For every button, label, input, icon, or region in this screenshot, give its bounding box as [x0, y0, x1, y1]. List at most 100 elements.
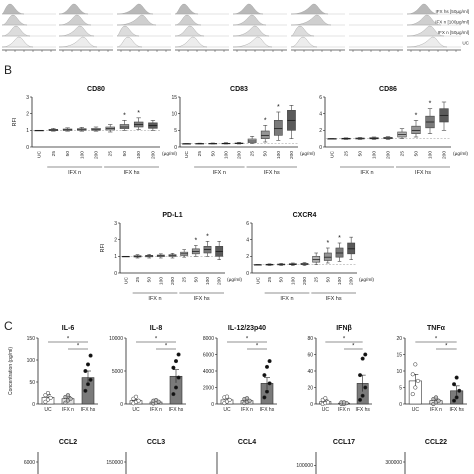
histogram-peak — [58, 14, 92, 26]
histogram-peak — [406, 3, 439, 15]
chart-title: CD86 — [379, 86, 397, 93]
x-tick-label: IFX hs — [169, 407, 184, 413]
data-point — [83, 368, 88, 374]
data-point — [341, 400, 347, 405]
y-tick-label: 6 — [319, 95, 322, 101]
significance-marker: * — [435, 337, 438, 343]
significance-marker: * — [256, 344, 259, 350]
x-tick-label: 100 — [428, 151, 434, 159]
group-label: IFX n — [213, 170, 226, 176]
y-tick-label: 6000 — [24, 460, 35, 466]
y-tick-label: 3 — [114, 221, 117, 227]
y-tick-label: 2 — [246, 254, 249, 260]
bar-chart-il-12-23p40: IL-12/23p40 0 2000 4000 6000 8000 UC IFX n IFX h… — [203, 325, 277, 413]
y-tick-label: 0 — [26, 145, 29, 151]
histogram-peak — [290, 36, 318, 48]
x-tick-label: 50 — [358, 151, 364, 157]
x-tick-label: UC — [123, 276, 129, 283]
y-tick-label: 1 — [114, 254, 117, 260]
group-label: IFX n — [280, 296, 293, 302]
group-label: IFX n — [360, 170, 373, 176]
x-tick-label: 200 — [170, 277, 176, 285]
chart-title: IFNβ — [336, 325, 352, 332]
histogram-peak — [116, 25, 140, 37]
x-tick-label: 25 — [108, 151, 114, 157]
y-tick-label: 0 — [114, 271, 117, 277]
bar-chart-ifn-: IFNβ 0 20 40 60 80 UC IFX n IFX hs * * — [307, 325, 372, 413]
box — [347, 242, 356, 255]
chart-title: PD-L1 — [162, 212, 182, 219]
data-point — [88, 353, 93, 358]
bar-chart-ccl17: CCL170100000 — [296, 439, 355, 474]
significance-marker: * — [137, 110, 140, 117]
data-point — [247, 398, 252, 403]
significance-marker: * — [155, 337, 158, 343]
histogram-peak — [58, 25, 95, 37]
x-tick-label: UC — [330, 150, 336, 157]
x-tick-label: 25 — [135, 277, 141, 283]
histogram-panel — [406, 3, 461, 52]
data-point — [173, 359, 179, 364]
histogram-peak — [290, 3, 329, 15]
x-tick-label: 200 — [349, 277, 355, 285]
y-axis-label: Concentration (pg/ml) — [8, 347, 14, 395]
x-tick-label: 50 — [210, 151, 216, 157]
data-point — [452, 382, 457, 387]
data-point — [454, 395, 459, 400]
x-tick-label: 50 — [263, 151, 269, 157]
chart-title: CCL2 — [59, 439, 77, 446]
x-tick-label: 25 — [197, 151, 203, 157]
x-tick-label: UC — [37, 150, 43, 157]
x-tick-label: UC — [255, 276, 261, 283]
data-point — [136, 398, 141, 403]
chart-title: CCL3 — [147, 439, 165, 446]
histogram-panel — [232, 3, 287, 52]
data-point — [267, 359, 272, 364]
x-tick-label: 100 — [290, 277, 296, 285]
histogram-peak — [116, 3, 154, 15]
x-tick-label: UC — [412, 407, 420, 413]
x-tick-label: 50 — [414, 151, 420, 157]
chart-title: IL-8 — [150, 325, 163, 332]
group-label: IFX hs — [124, 170, 140, 176]
x-tick-label: UC — [184, 150, 190, 157]
box — [312, 256, 321, 263]
x-tick-label: 50 — [147, 277, 153, 283]
y-tick-label: 6 — [246, 221, 249, 227]
data-point — [358, 373, 363, 378]
y-axis-label: RFI — [100, 243, 106, 252]
data-point — [153, 397, 159, 403]
significance-marker: * — [326, 240, 329, 247]
y-tick-label: 0 — [246, 271, 249, 277]
y-tick-label: 4 — [319, 111, 322, 117]
y-tick-label: 15 — [396, 352, 402, 358]
x-unit-label: (µg/ml) — [162, 151, 177, 157]
data-point — [176, 352, 181, 357]
x-tick-label: 100 — [136, 151, 142, 159]
data-point — [413, 362, 418, 367]
data-point — [360, 356, 365, 361]
data-point — [360, 393, 365, 398]
y-tick-label: 100 — [27, 358, 36, 364]
data-point — [457, 388, 462, 393]
y-tick-label: 0 — [32, 402, 35, 408]
box-chart-cxcr4: CXCR4 0 2 4 6 UC 25 50 100 200 25 * 50 * 100 200 (µg/ml)… — [246, 212, 374, 302]
histogram-legend-label: UC — [462, 41, 469, 46]
data-point — [323, 396, 328, 401]
panel-label-c: C — [4, 319, 13, 333]
histogram-peak — [1, 36, 34, 48]
x-tick-label: 25 — [51, 151, 57, 157]
significance-marker: * — [429, 101, 432, 108]
bar-chart-ccl4: CCL4 — [216, 439, 256, 474]
x-tick-label: 25 — [344, 151, 350, 157]
y-tick-label: 8000 — [203, 336, 214, 342]
significance-marker: * — [338, 235, 341, 242]
data-point — [358, 397, 363, 402]
x-tick-label: 200 — [237, 151, 243, 159]
data-point — [171, 392, 176, 397]
y-tick-label: 10 — [396, 369, 402, 375]
histogram-peak — [116, 36, 143, 48]
x-tick-label: 100 — [205, 277, 211, 285]
x-tick-label: UC — [44, 407, 52, 413]
